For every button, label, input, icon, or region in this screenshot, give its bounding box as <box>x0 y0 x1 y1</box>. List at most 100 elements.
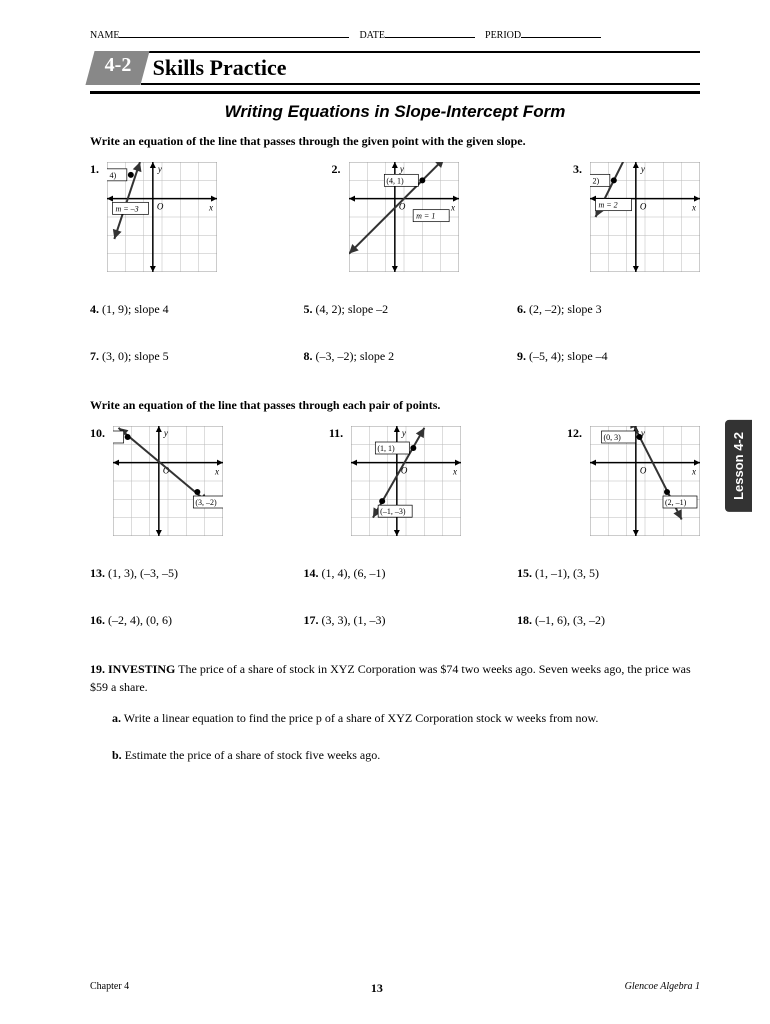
problem-number: 10. <box>90 426 105 441</box>
text-problem: 7. (3, 0); slope 5 <box>90 349 273 364</box>
footer-center: 13 <box>371 981 383 996</box>
lesson-badge: 4-2 Skills Practice <box>90 51 700 85</box>
footer-right: Glencoe Algebra 1 <box>625 981 700 996</box>
problem-text: (1, 4), (6, –1) <box>322 566 386 580</box>
svg-text:(–1, –3): (–1, –3) <box>380 507 406 516</box>
problem-text: (3, 0); slope 5 <box>102 349 169 363</box>
text-problem: 6. (2, –2); slope 3 <box>517 302 700 317</box>
svg-text:y: y <box>398 164 403 174</box>
svg-text:(1, 1): (1, 1) <box>378 444 396 453</box>
svg-text:y: y <box>163 428 168 438</box>
text-problem: 17. (3, 3), (1, –3) <box>304 613 487 628</box>
sub-a: a. Write a linear equation to find the p… <box>112 710 700 727</box>
problem-text: (3, 3), (1, –3) <box>322 613 386 627</box>
badge-underline <box>90 91 700 94</box>
period-label: PERIOD <box>485 30 521 41</box>
svg-text:m = –3: m = –3 <box>116 204 139 213</box>
wp-text: The price of a share of stock in XYZ Cor… <box>90 662 691 694</box>
coordinate-graph: xyO(–2, 3)(3, –2) <box>113 426 223 536</box>
instruction-1: Write an equation of the line that passe… <box>90 132 700 150</box>
problem-text: (–1, 6), (3, –2) <box>535 613 605 627</box>
side-tab: Lesson 4-2 <box>725 420 752 512</box>
graph-problem: 12.xyO(0, 3)(2, –1) <box>567 426 700 536</box>
svg-text:(–1, 4): (–1, 4) <box>107 171 116 180</box>
problem-number: 16. <box>90 613 105 627</box>
wp-title: INVESTING <box>108 662 175 676</box>
svg-text:y: y <box>640 164 645 174</box>
problem-text: (–3, –2); slope 2 <box>316 349 395 363</box>
date-label: DATE <box>359 30 385 41</box>
graph-problem: 2.xyO(4, 1)m = 1 <box>332 162 459 272</box>
problem-number: 11. <box>329 426 343 441</box>
text-problem: 9. (–5, 4); slope –4 <box>517 349 700 364</box>
problem-text: (–2, 4), (0, 6) <box>108 613 172 627</box>
name-label: NAME <box>90 30 119 41</box>
problem-number: 1. <box>90 162 99 177</box>
text-problem: 14. (1, 4), (6, –1) <box>304 566 487 581</box>
name-line[interactable] <box>119 37 349 38</box>
name-field: NAME <box>90 30 349 41</box>
text-row-1: 4. (1, 9); slope 4 5. (4, 2); slope –2 6. … <box>90 302 700 317</box>
svg-text:y: y <box>157 164 162 174</box>
lesson-title: Skills Practice <box>141 51 700 85</box>
instruction-2: Write an equation of the line that passe… <box>90 396 700 414</box>
graph-row-2: 10.xyO(–2, 3)(3, –2)11.xyO(1, 1)(–1, –3)… <box>90 426 700 536</box>
coordinate-graph: x y O (–1, 4) m = –3 <box>107 162 217 272</box>
svg-text:x: x <box>208 203 213 213</box>
problem-number: 5. <box>304 302 313 316</box>
date-field: DATE <box>359 30 475 41</box>
problem-text: (2, –2); slope 3 <box>529 302 602 316</box>
problem-number: 17. <box>304 613 319 627</box>
coordinate-graph: xyO(1, 1)(–1, –3) <box>351 426 461 536</box>
svg-text:(4, 1): (4, 1) <box>386 176 404 185</box>
footer: Chapter 4 13 Glencoe Algebra 1 <box>90 981 700 996</box>
header-fields: NAME DATE PERIOD <box>90 30 700 41</box>
svg-text:O: O <box>640 202 647 212</box>
period-field: PERIOD <box>485 30 601 41</box>
text-row-4: 16. (–2, 4), (0, 6) 17. (3, 3), (1, –3) 18… <box>90 613 700 628</box>
problem-number: 2. <box>332 162 341 177</box>
svg-text:(0, 3): (0, 3) <box>604 433 622 442</box>
graph-problem: 1. x y O (–1, 4) m = –3 <box>90 162 217 272</box>
coordinate-graph: xyO(4, 1)m = 1 <box>349 162 459 272</box>
problem-number: 8. <box>304 349 313 363</box>
text-problem: 16. (–2, 4), (0, 6) <box>90 613 273 628</box>
text-problem: 15. (1, –1), (3, 5) <box>517 566 700 581</box>
graph-problem: 3.xyO(–1, 2)m = 2 <box>573 162 700 272</box>
text-problem: 13. (1, 3), (–3, –5) <box>90 566 273 581</box>
lesson-number: 4-2 <box>85 51 149 85</box>
text-problem: 4. (1, 9); slope 4 <box>90 302 273 317</box>
text-problem: 5. (4, 2); slope –2 <box>304 302 487 317</box>
svg-text:y: y <box>401 428 406 438</box>
text-problem: 18. (–1, 6), (3, –2) <box>517 613 700 628</box>
problem-number: 13. <box>90 566 105 580</box>
text-problem: 8. (–3, –2); slope 2 <box>304 349 487 364</box>
problem-number: 12. <box>567 426 582 441</box>
svg-text:x: x <box>450 203 455 213</box>
svg-text:O: O <box>157 202 164 212</box>
svg-text:(–1, 2): (–1, 2) <box>590 176 599 185</box>
problem-number: 4. <box>90 302 99 316</box>
problem-number: 6. <box>517 302 526 316</box>
graph-row-1: 1.xyO(–1, 4)m = –32.xyO(4, 1)m = 13.xyO(… <box>90 162 700 272</box>
problem-number: 7. <box>90 349 99 363</box>
problem-text: (1, 3), (–3, –5) <box>108 566 178 580</box>
sub-b: b. Estimate the price of a share of stoc… <box>112 747 700 764</box>
date-line[interactable] <box>385 37 475 38</box>
svg-text:O: O <box>640 466 647 476</box>
svg-text:m = 1: m = 1 <box>416 212 435 221</box>
problem-text: (1, 9); slope 4 <box>102 302 169 316</box>
text-row-3: 13. (1, 3), (–3, –5)14. (1, 4), (6, –1)1… <box>90 566 700 581</box>
svg-text:x: x <box>214 467 219 477</box>
problem-number: 14. <box>304 566 319 580</box>
period-line[interactable] <box>521 37 601 38</box>
problem-text: (1, –1), (3, 5) <box>535 566 599 580</box>
coordinate-graph: xyO(0, 3)(2, –1) <box>590 426 700 536</box>
svg-text:x: x <box>691 203 696 213</box>
problem-text: (4, 2); slope –2 <box>316 302 389 316</box>
worksheet-page: NAME DATE PERIOD 4-2 Skills Practice Wri… <box>0 0 770 1024</box>
svg-text:m = 2: m = 2 <box>599 201 618 210</box>
graph-problem: 10.xyO(–2, 3)(3, –2) <box>90 426 223 536</box>
problem-text: (–5, 4); slope –4 <box>529 349 608 363</box>
text-row-2: 7. (3, 0); slope 5 8. (–3, –2); slope 2 9.… <box>90 349 700 364</box>
